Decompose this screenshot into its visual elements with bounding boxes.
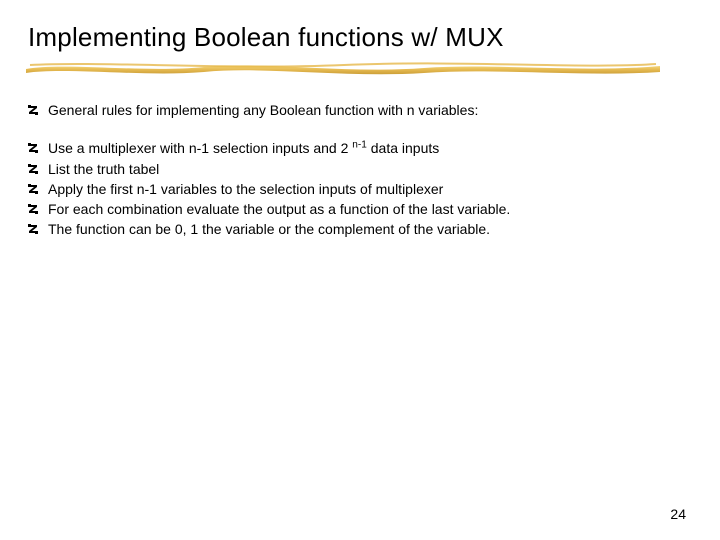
bullet-z-icon [28, 105, 38, 115]
bullet-text: For each combination evaluate the output… [48, 199, 692, 219]
bullet-z-icon [28, 143, 38, 153]
bullet-text: Apply the first n-1 variables to the sel… [48, 179, 692, 199]
slide: Implementing Boolean functions w/ MUX Ge… [0, 0, 720, 540]
bullet-z-icon [28, 164, 38, 174]
list-item: List the truth tabel [28, 159, 692, 179]
bullet-text: General rules for implementing any Boole… [48, 100, 692, 120]
bullet-z-icon [28, 204, 38, 214]
bullet-text: List the truth tabel [48, 159, 692, 179]
list-item: Apply the first n-1 variables to the sel… [28, 179, 692, 199]
bullet-z-icon [28, 224, 38, 234]
slide-title: Implementing Boolean functions w/ MUX [28, 22, 692, 53]
bullet-text: The function can be 0, 1 the variable or… [48, 219, 692, 239]
list-item: Use a multiplexer with n-1 selection inp… [28, 138, 692, 158]
list-item: General rules for implementing any Boole… [28, 100, 692, 120]
bullet-list: General rules for implementing any Boole… [28, 100, 692, 240]
bullet-text: Use a multiplexer with n-1 selection inp… [48, 138, 692, 158]
list-item: The function can be 0, 1 the variable or… [28, 219, 692, 239]
list-item: For each combination evaluate the output… [28, 199, 692, 219]
page-number: 24 [670, 506, 686, 522]
title-underline-brush [24, 59, 664, 77]
bullet-z-icon [28, 184, 38, 194]
